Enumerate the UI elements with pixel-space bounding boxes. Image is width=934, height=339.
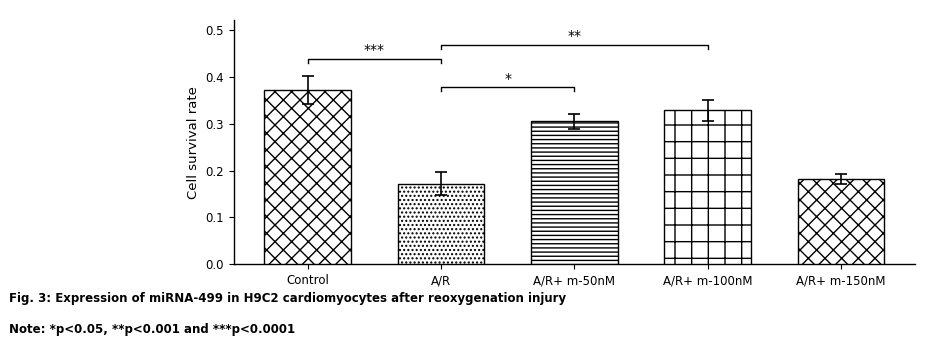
Bar <box>664 111 751 264</box>
Bar <box>398 184 485 264</box>
Text: **: ** <box>568 29 581 43</box>
Bar <box>531 121 617 264</box>
Text: Note: *p<0.05, **p<0.001 and ***p<0.0001: Note: *p<0.05, **p<0.001 and ***p<0.0001 <box>9 323 295 336</box>
Bar <box>798 179 884 264</box>
Bar <box>264 90 351 264</box>
Text: *: * <box>504 72 511 85</box>
Text: ***: *** <box>364 43 385 57</box>
Text: Fig. 3: Expression of miRNA-499 in H9C2 cardiomyocytes after reoxygenation injur: Fig. 3: Expression of miRNA-499 in H9C2 … <box>9 292 566 305</box>
Y-axis label: Cell survival rate: Cell survival rate <box>187 86 200 199</box>
